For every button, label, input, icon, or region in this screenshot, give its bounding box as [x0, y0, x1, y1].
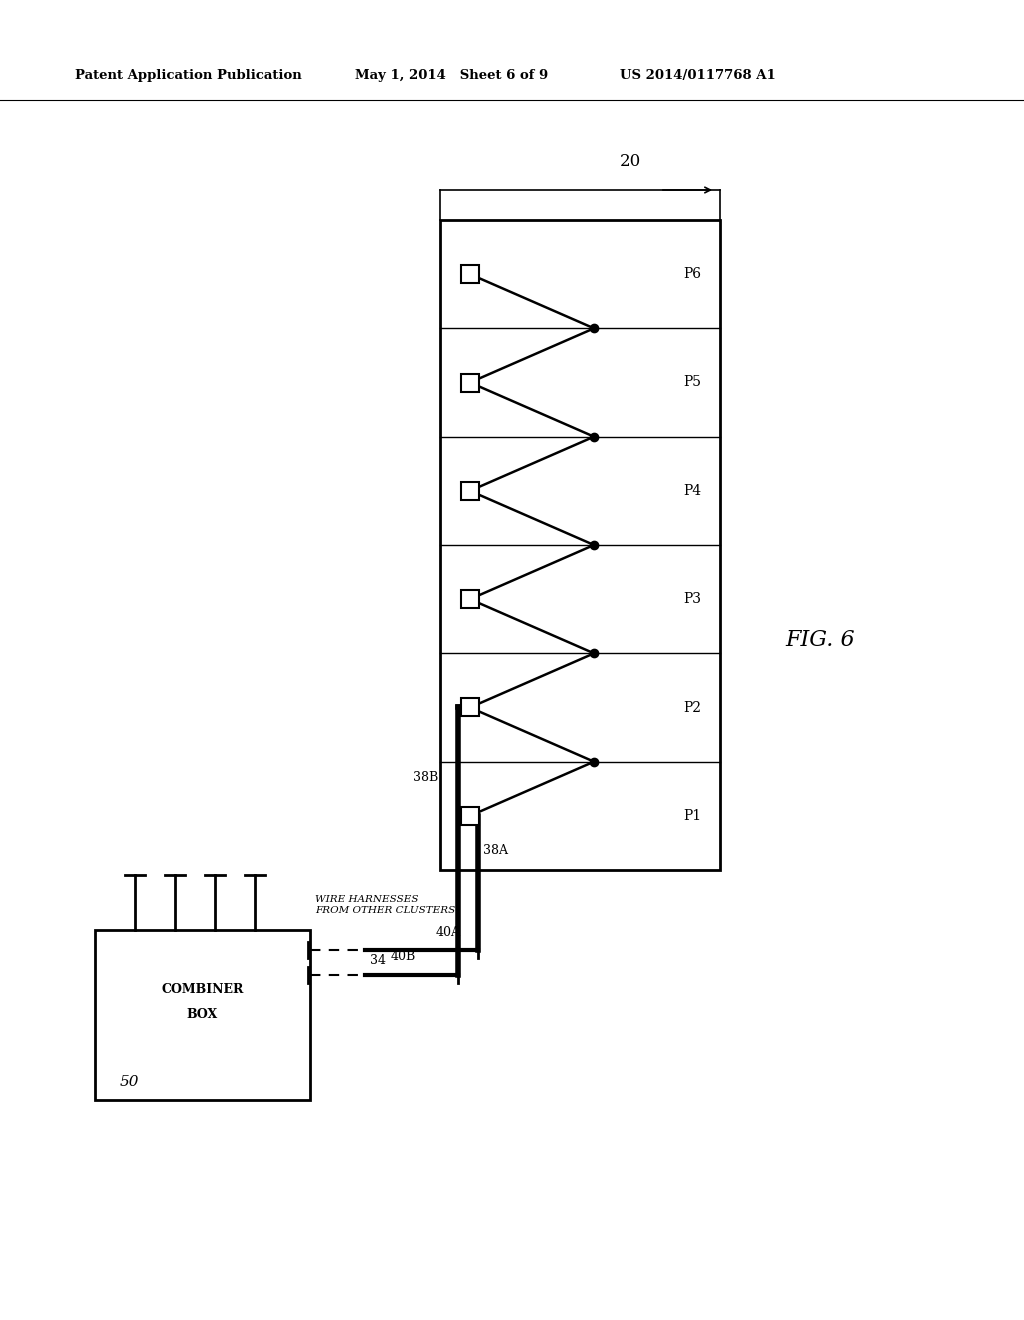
Text: P2: P2 [683, 701, 701, 714]
Bar [461, 374, 479, 392]
Text: WIRE HARNESSES
FROM OTHER CLUSTERS: WIRE HARNESSES FROM OTHER CLUSTERS [315, 895, 456, 915]
Text: 50: 50 [120, 1074, 139, 1089]
Text: P6: P6 [683, 267, 701, 281]
Text: 40A: 40A [435, 925, 461, 939]
Text: FIG. 6: FIG. 6 [785, 630, 855, 651]
Text: 20: 20 [620, 153, 641, 170]
Text: 34: 34 [370, 953, 386, 966]
Text: 40B: 40B [390, 950, 416, 964]
Text: 38A: 38A [483, 845, 508, 857]
Text: US 2014/0117768 A1: US 2014/0117768 A1 [620, 69, 776, 82]
Bar [461, 265, 479, 284]
Bar [440, 220, 720, 870]
Bar [461, 698, 479, 717]
Text: Patent Application Publication: Patent Application Publication [75, 69, 302, 82]
Text: 38B: 38B [413, 771, 438, 784]
Text: BOX: BOX [186, 1008, 218, 1022]
Bar [461, 590, 479, 609]
Text: May 1, 2014   Sheet 6 of 9: May 1, 2014 Sheet 6 of 9 [355, 69, 548, 82]
Bar [461, 482, 479, 500]
Text: COMBINER: COMBINER [162, 983, 244, 997]
Text: P3: P3 [683, 593, 701, 606]
Text: P5: P5 [683, 375, 701, 389]
Bar [95, 931, 310, 1100]
Text: P4: P4 [683, 484, 701, 498]
Text: P1: P1 [683, 809, 701, 822]
Bar [461, 807, 479, 825]
